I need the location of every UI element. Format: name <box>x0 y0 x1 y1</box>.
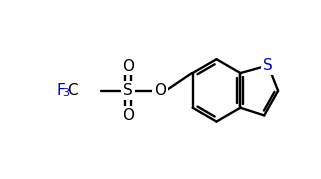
Text: C: C <box>67 83 78 98</box>
Text: O: O <box>122 108 134 123</box>
Text: 3: 3 <box>62 88 69 98</box>
Text: F: F <box>56 83 65 98</box>
Text: O: O <box>122 59 134 74</box>
Text: O: O <box>154 83 166 98</box>
Text: S: S <box>263 58 273 73</box>
Text: S: S <box>123 83 133 98</box>
